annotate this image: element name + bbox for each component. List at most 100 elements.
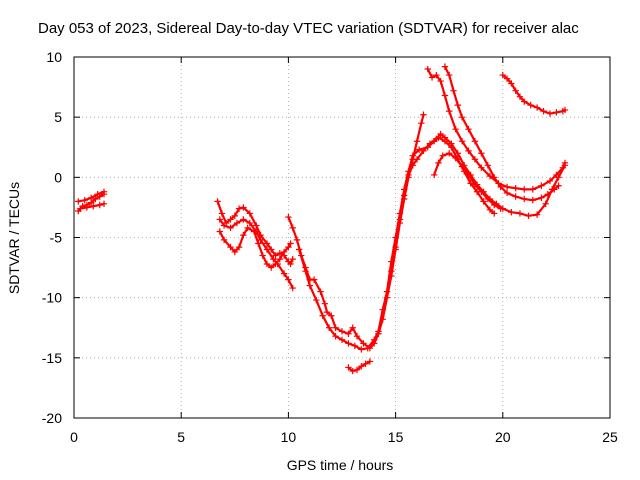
data-point — [383, 288, 391, 295]
data-point — [255, 240, 262, 247]
data-point — [503, 183, 511, 191]
data-point — [533, 211, 541, 218]
series-line — [287, 113, 425, 350]
data-point — [420, 147, 427, 155]
x-tick-label: 0 — [70, 429, 78, 445]
data-point — [478, 164, 485, 171]
data-point — [430, 171, 438, 179]
series-arc-4 — [214, 198, 296, 268]
data-point — [379, 306, 386, 313]
data-point — [246, 210, 254, 217]
data-point — [484, 195, 491, 203]
y-axis-label: SDTVAR / TECUs — [6, 182, 22, 294]
series-arc-10 — [388, 130, 569, 275]
data-point — [441, 63, 449, 70]
data-point — [561, 159, 569, 167]
x-tick-label: 15 — [388, 429, 404, 445]
data-point — [441, 134, 449, 141]
data-point — [478, 188, 485, 195]
data-point — [452, 126, 459, 133]
data-point — [306, 282, 314, 289]
data-point — [220, 236, 228, 244]
data-point — [325, 324, 333, 331]
data-point — [392, 243, 399, 251]
data-point — [87, 194, 95, 201]
data-point — [551, 186, 558, 193]
data-point — [553, 171, 560, 179]
data-point — [542, 200, 549, 208]
series-arc-3 — [77, 200, 108, 212]
data-point — [353, 366, 361, 374]
data-point — [439, 152, 446, 159]
data-point — [546, 110, 554, 117]
series-arc-14 — [499, 71, 569, 117]
data-point — [499, 71, 506, 79]
data-point — [491, 174, 498, 181]
data-point — [231, 212, 238, 220]
series-line — [426, 67, 567, 191]
data-point — [521, 186, 528, 193]
data-point — [276, 255, 284, 263]
data-point — [92, 195, 99, 203]
data-point — [323, 308, 331, 316]
data-point — [512, 87, 519, 94]
data-point — [465, 147, 472, 155]
data-point — [289, 284, 296, 292]
data-point — [503, 75, 511, 82]
series-arc-7 — [285, 111, 427, 352]
data-point — [471, 156, 479, 163]
data-point — [338, 328, 346, 335]
data-point — [396, 216, 404, 223]
data-point — [253, 222, 260, 229]
data-point — [497, 205, 504, 212]
data-series — [75, 63, 569, 375]
data-point — [465, 126, 472, 133]
data-point — [358, 346, 365, 353]
data-point — [285, 276, 292, 283]
data-point — [310, 276, 318, 283]
data-point — [285, 213, 292, 221]
data-point — [525, 212, 532, 220]
data-point — [263, 246, 271, 253]
data-point — [512, 193, 519, 200]
data-point — [216, 216, 223, 223]
data-point — [516, 93, 524, 100]
y-tick-label: -10 — [42, 290, 62, 306]
data-point — [100, 188, 108, 195]
series-line — [501, 74, 567, 115]
data-point — [486, 172, 494, 180]
x-tick-label: 20 — [495, 429, 511, 445]
data-point — [338, 336, 346, 343]
data-point — [362, 360, 369, 368]
y-tick-label: 0 — [54, 169, 62, 185]
data-point — [214, 198, 221, 205]
data-point — [259, 252, 266, 259]
data-point — [450, 87, 457, 94]
data-point — [244, 224, 251, 232]
series-arc-13 — [430, 150, 504, 212]
data-point — [345, 340, 352, 347]
data-point — [413, 156, 421, 163]
data-point — [353, 332, 361, 340]
data-point — [328, 312, 335, 319]
data-point — [285, 243, 292, 251]
data-point — [364, 345, 371, 352]
data-point — [218, 210, 226, 217]
data-point — [319, 312, 326, 319]
grid — [74, 57, 610, 418]
x-axis-label: GPS time / hours — [287, 457, 394, 473]
data-point — [538, 182, 545, 189]
data-point — [553, 109, 560, 116]
data-point — [289, 224, 296, 232]
data-point — [81, 196, 88, 204]
data-point — [458, 113, 466, 121]
series-arc-11 — [424, 65, 569, 193]
x-tick-label: 25 — [602, 429, 618, 445]
data-point — [435, 159, 442, 167]
data-point — [270, 255, 277, 263]
data-point — [289, 255, 296, 263]
data-point — [250, 228, 258, 235]
data-point — [293, 236, 301, 244]
data-point — [280, 270, 288, 277]
data-point — [561, 106, 569, 114]
